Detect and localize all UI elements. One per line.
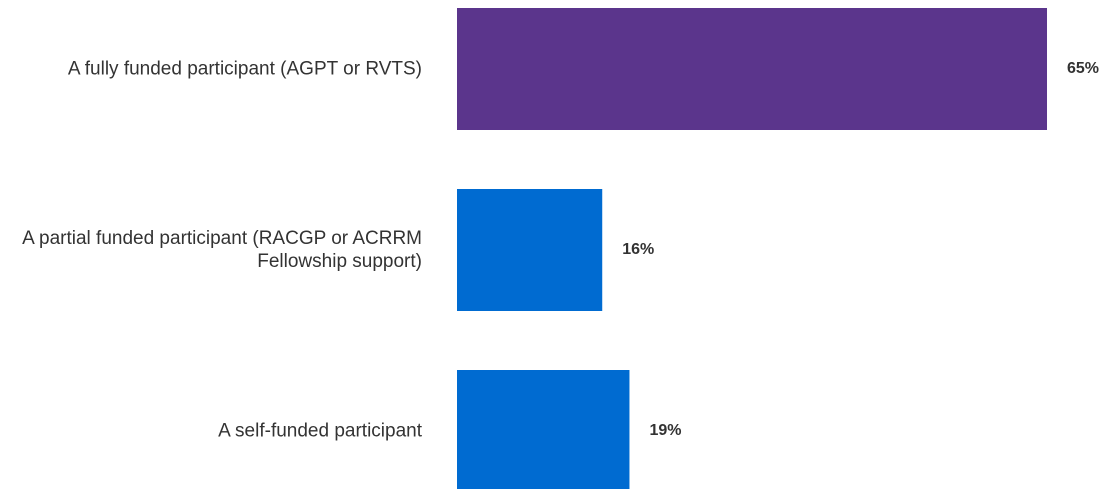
category-label: A fully funded participant (AGPT or RVTS… bbox=[67, 58, 422, 80]
value-label: 19% bbox=[649, 422, 681, 439]
category-label: A partial funded participant (RACGP or A… bbox=[22, 228, 422, 272]
bar bbox=[457, 370, 630, 489]
bar bbox=[457, 189, 603, 311]
value-label: 65% bbox=[1067, 60, 1099, 77]
bar bbox=[457, 8, 1048, 130]
category-label: A self-funded participant bbox=[218, 420, 422, 442]
value-label: 16% bbox=[622, 241, 654, 258]
